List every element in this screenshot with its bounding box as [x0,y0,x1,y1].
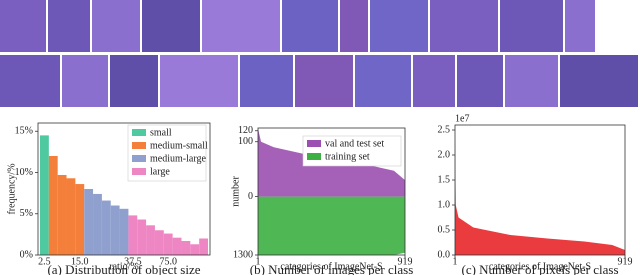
bar [181,240,191,255]
axes-frame [454,124,626,256]
bar [75,184,85,255]
bar [93,193,102,255]
y-tick-label: 10% [15,167,33,178]
y-tick-label: 0.0 [438,249,451,260]
y-tick-label: 1.5 [438,174,451,185]
y-tick-label: 2.0 [438,149,451,160]
thumbnail [202,0,280,52]
caption: (b) Number of images per class [250,262,414,275]
thumbnail [565,0,595,52]
legend-swatch [307,153,321,160]
x-axis-label: categories of ImageNet-S [280,261,382,272]
thumbnail [295,55,353,107]
thumbnail [560,55,638,107]
thumbnail [240,55,293,107]
y-tick-label: 5% [20,208,33,219]
thumbnail [110,55,158,107]
bar [137,219,147,255]
bar [163,233,173,255]
thumbnail [505,55,558,107]
bar [190,244,200,255]
bar [154,230,164,255]
y-tick-label: 120 [238,125,253,136]
caption: (c) Number of pixels per class [461,262,618,275]
x-axis-label: categories of ImageNet-S [489,261,591,272]
legend-swatch [132,129,146,136]
x-tick-label: 15.0 [71,256,89,267]
bar [48,156,58,255]
bar [84,189,94,255]
y-tick-label: 0 [248,191,253,202]
bar [66,178,76,255]
thumbnail [282,0,338,52]
legend-label: large [150,166,170,177]
x-axis-label: ratio/% [109,261,138,272]
bar [110,205,120,255]
y-tick-label: 15% [15,126,33,137]
area [455,135,625,255]
bar [40,135,49,255]
axes-frame [257,127,406,256]
legend-swatch [307,140,321,147]
legend-swatch [132,155,146,162]
thumbnail [62,55,108,107]
bar [101,200,111,255]
thumbnail [457,55,503,107]
legend-swatch [132,142,146,149]
x-tick-label: 919 [618,256,633,267]
thumbnail [92,0,140,52]
bar [57,174,67,255]
legend-label: medium-large [150,153,206,164]
offset-label: 1e7 [455,113,469,124]
bar [146,225,155,255]
thumbnail [370,0,428,52]
x-tick-label: 1 [453,256,458,267]
thumbnail [413,55,455,107]
legend-swatch [132,168,146,175]
caption: (a) Distribution of object size [47,262,200,275]
x-tick-label: 75.0 [159,256,177,267]
axes-frame [37,122,211,256]
legend-label: training set [325,151,370,162]
thumbnail [48,0,90,52]
x-tick-label: 2.5 [38,256,51,267]
y-tick-label: 100 [238,136,253,147]
y-tick-label: 1300 [233,249,253,260]
area [258,196,405,255]
thumbnail [340,0,368,52]
y-tick-label: 2.5 [438,124,451,135]
y-axis-label: number [230,176,241,207]
thumbnail [355,55,411,107]
y-tick-label: 1.0 [438,199,451,210]
legend-label: small [150,127,172,138]
bar [119,208,129,255]
y-tick-label: 0.5 [438,224,451,235]
thumbnail [430,0,498,52]
thumbnail [0,0,46,52]
x-tick-label: 919 [398,256,413,267]
thumbnail [0,55,60,107]
bar [172,237,182,255]
y-tick-label: 0% [20,249,33,260]
thumbnail [142,0,200,52]
bar [128,215,138,255]
x-tick-label: 1 [256,256,261,267]
legend-label: val and test set [325,138,384,149]
y-axis-label: frequency/% [6,163,17,214]
bar [199,238,208,255]
thumbnail [160,55,238,107]
x-tick-label: 37.5 [124,256,142,267]
thumbnail [500,0,563,52]
legend-label: medium-small [150,140,208,151]
